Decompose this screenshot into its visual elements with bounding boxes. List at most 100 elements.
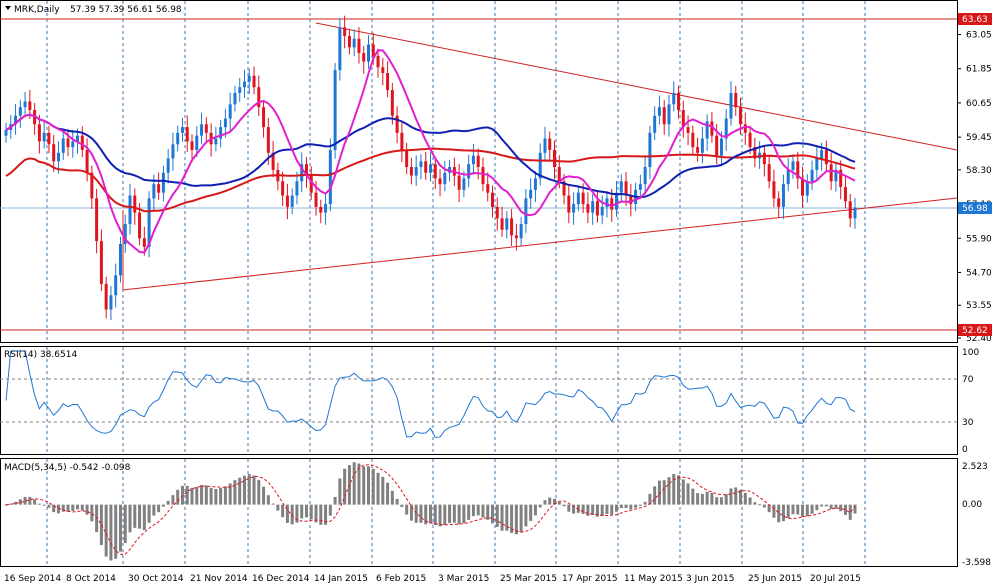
macd-bar <box>281 504 285 518</box>
candle-body <box>715 135 719 156</box>
candle-body <box>114 275 118 296</box>
candle-body <box>195 135 199 150</box>
macd-bar <box>18 499 22 505</box>
time-axis-label: 21 Nov 2014 <box>190 574 248 584</box>
macd-bar <box>557 501 561 505</box>
macd-bar <box>304 504 308 518</box>
upper-trendline[interactable] <box>315 22 958 151</box>
candle-body <box>572 204 576 213</box>
macd-bar <box>9 503 13 505</box>
candle-body <box>309 175 313 193</box>
candle-body <box>777 198 781 207</box>
macd-bar <box>238 477 242 505</box>
candle-body <box>638 184 642 190</box>
candle-body <box>386 72 390 91</box>
macd-bar <box>743 492 747 505</box>
macd-bar <box>252 475 256 505</box>
macd-bar <box>56 504 60 514</box>
candle-body <box>448 167 452 173</box>
candle-body <box>581 192 585 205</box>
candle-body <box>672 92 676 105</box>
macd-bar <box>295 504 299 523</box>
candle-body <box>400 132 404 150</box>
collapse-arrow-icon[interactable] <box>5 6 11 10</box>
candle-body <box>524 198 528 225</box>
macd-bar <box>677 475 681 505</box>
macd-bar <box>691 488 695 505</box>
macd-bar <box>285 504 289 523</box>
macd-bar <box>572 504 576 514</box>
macd-bar <box>104 504 108 557</box>
candle-body <box>429 164 432 173</box>
candle-body <box>176 132 180 145</box>
macd-bar <box>409 504 413 521</box>
candle-body <box>257 87 261 108</box>
macd-bar <box>791 504 795 515</box>
macd-bar <box>662 480 666 505</box>
candle-body <box>4 129 8 136</box>
candle-body <box>696 147 700 153</box>
macd-bar <box>266 495 270 505</box>
candle-body <box>476 155 480 168</box>
candle-body <box>395 115 399 133</box>
candle-body <box>457 175 461 190</box>
time-axis-label: 6 Feb 2015 <box>376 574 426 584</box>
candle-body <box>657 107 661 116</box>
candle-body <box>161 172 165 193</box>
candle-body <box>37 124 41 142</box>
time-axis-label: 20 Jul 2015 <box>810 574 861 584</box>
macd-bar <box>734 487 738 505</box>
macd-bar <box>843 504 847 515</box>
macd-bar <box>357 463 361 505</box>
macd-bar <box>524 504 528 527</box>
support-price-tag <box>958 324 992 336</box>
macd-bar <box>14 501 18 505</box>
macd-bar <box>519 504 523 533</box>
candlestick-series <box>4 15 857 321</box>
macd-bar <box>848 504 852 520</box>
candle-body <box>352 38 356 48</box>
candle-body <box>510 218 514 236</box>
time-axis-label: 30 Oct 2014 <box>128 574 184 584</box>
macd-bar <box>123 504 127 544</box>
candle-body <box>491 192 495 207</box>
candle-body <box>138 212 142 239</box>
time-axis-label: 25 Jun 2015 <box>748 574 802 584</box>
macd-bar <box>228 483 232 505</box>
macd-bar <box>223 486 227 505</box>
macd-bar <box>581 504 585 514</box>
candle-body <box>438 178 442 185</box>
macd-bar <box>667 477 671 505</box>
candle-body <box>481 167 485 185</box>
macd-bar <box>247 474 251 505</box>
candle-body <box>362 53 366 62</box>
candle-body <box>185 127 189 142</box>
candle-body <box>848 201 852 219</box>
candle-body <box>820 149 824 159</box>
resistance-price-tag-text: 63.63 <box>962 15 988 25</box>
price-axis: 63.0561.8560.6559.4558.3057.1055.9054.70… <box>957 31 992 344</box>
candle-body <box>600 206 604 216</box>
candle-body <box>786 169 790 185</box>
macd-bar <box>801 504 805 518</box>
candle-body <box>95 198 99 242</box>
candle-body <box>324 204 328 213</box>
macd-bar <box>338 478 342 505</box>
macd-bar <box>481 504 485 518</box>
candle-body <box>99 241 103 284</box>
macd-bar <box>495 504 499 528</box>
candle-body <box>610 198 614 210</box>
macd-bar <box>309 504 313 520</box>
macd-bar <box>591 504 595 516</box>
candle-body <box>667 104 671 125</box>
time-axis: 16 Sep 2014 8 Oct 2014 30 Oct 2014 21 Nov 2… <box>4 574 861 584</box>
macd-bar <box>185 485 189 505</box>
candle-body <box>810 169 814 182</box>
macd-bar <box>657 480 661 505</box>
macd-bar <box>99 504 103 546</box>
time-axis-label: 11 May 2015 <box>624 574 683 584</box>
macd-bar <box>805 504 809 517</box>
price-tick-label: 61.85 <box>966 65 992 75</box>
macd-bar <box>219 488 223 505</box>
